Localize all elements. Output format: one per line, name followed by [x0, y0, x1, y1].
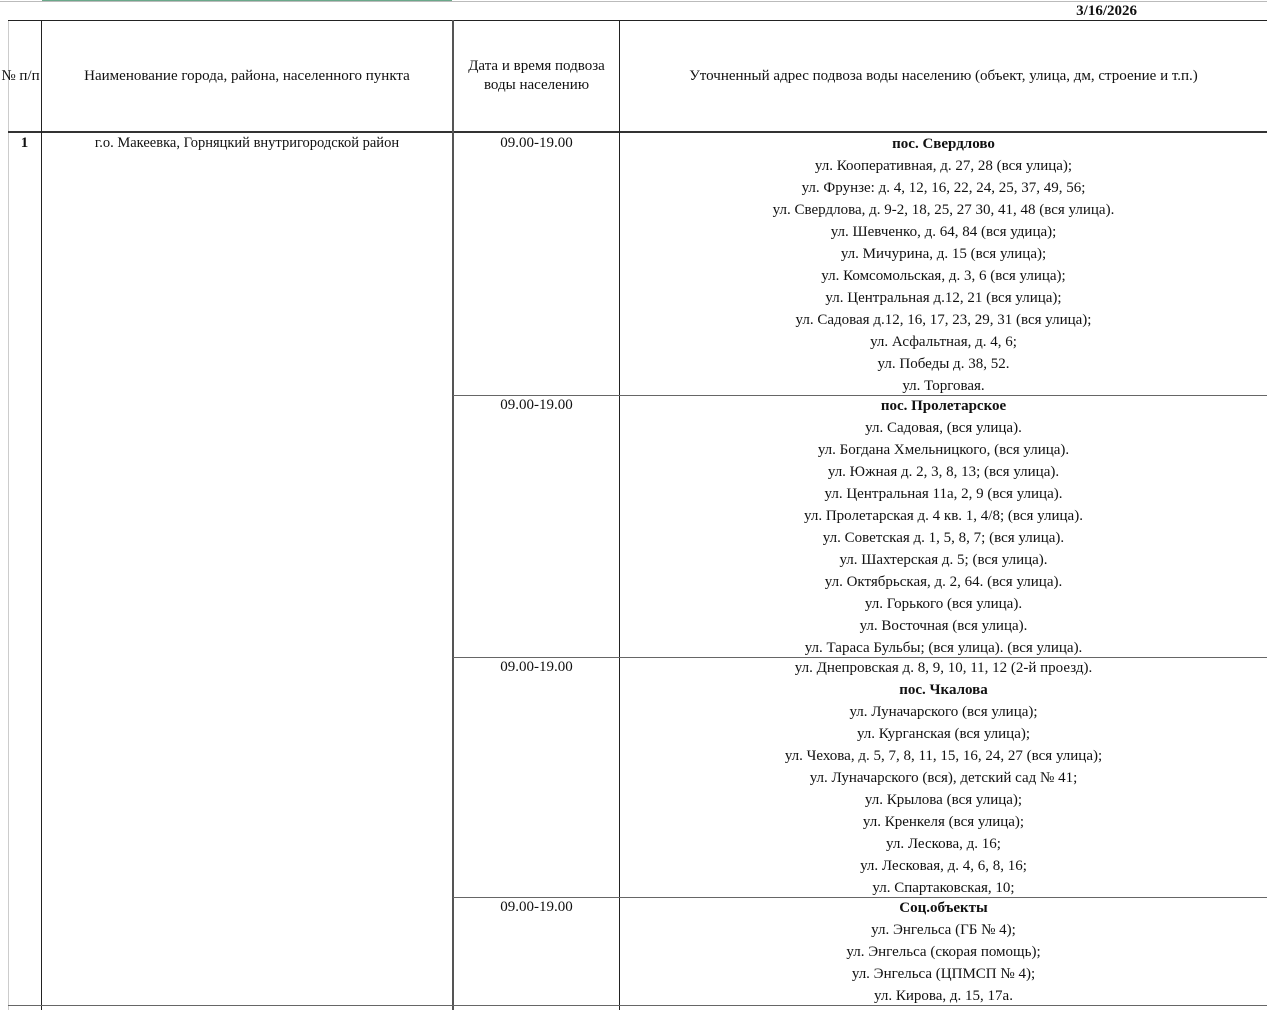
address-line: ул. Курганская (вся улица); [856, 726, 1031, 742]
header-top-border [8, 20, 1267, 21]
address-line: ул. Энгельса (ГБ № 4); [871, 922, 1016, 938]
address-block: пос. Пролетарское ул. Садовая, (вся улица… [620, 395, 1267, 659]
address-line: ул. Садовая, (вся улица). [865, 420, 1022, 436]
row-name: г.о. Макеевка, Горняцкий внутригородской… [94, 135, 400, 151]
block-border [453, 395, 1267, 396]
address-line: ул. Луначарского (вся), детский сад № 41… [809, 770, 1078, 786]
address-line: ул. Фрунзе: д. 4, 12, 16, 22, 24, 25, 37… [801, 180, 1086, 196]
address-line: ул. Асфальтная, д. 4, 6; [870, 334, 1017, 350]
address-line: ул. Октябрьская, д. 2, 64. (вся улица). [824, 574, 1063, 590]
address-line: ул. Луначарского (вся улица); [849, 704, 1038, 720]
header-name: Наименование города, района, населенного… [84, 67, 410, 84]
row-num: 1 [20, 135, 29, 151]
address-line: ул. Шахтерская д. 5; (вся улица). [839, 552, 1048, 568]
settlement-heading: пос. Чкалова [899, 682, 988, 698]
address-line: ул. Богдана Хмельницкого, (вся улица). [817, 442, 1070, 458]
address-line: ул. Торговая. [902, 378, 985, 394]
address-line: ул. Пролетарская д. 4 кв. 1, 4/8; (вся у… [804, 508, 1083, 524]
settlement-heading: Соц.объекты [899, 900, 988, 916]
address-line: ул. Восточная (вся улица). [859, 618, 1028, 634]
header-num: № п/п [1, 67, 40, 84]
sheet-top-line [0, 1, 1267, 2]
settlement-heading: пос. Пролетарское [880, 398, 1007, 414]
address-line: ул. Горького (вся улица). [864, 596, 1023, 612]
col-border-1 [41, 20, 42, 1010]
address-line: ул. Центральная 11а, 2, 9 (вся улица). [824, 486, 1063, 502]
block-border [453, 657, 1267, 658]
block-time: 09.00-19.00 [500, 397, 573, 413]
address-line: ул. Шевченко, д. 64, 84 (вся удица); [830, 224, 1057, 240]
address-line: ул. Спартаковская, 10; [872, 880, 1015, 896]
address-block: ул. Днепровская д. 8, 9, 10, 11, 12 (2-й… [620, 657, 1267, 899]
header-datetime: Дата и время подвоза воды населению [468, 58, 605, 93]
gutter-line [8, 20, 9, 1010]
address-line: ул. Мичурина, д. 15 (вся улица); [840, 246, 1047, 262]
block-time: 09.00-19.00 [500, 659, 573, 675]
address-line: ул. Чехова, д. 5, 7, 8, 11, 15, 16, 24, … [784, 748, 1103, 764]
col-border-3 [619, 20, 620, 1010]
address-line: ул. Лесковая, д. 4, 6, 8, 16; [860, 858, 1027, 874]
col-border-2 [452, 20, 454, 1010]
address-line: ул. Свердлова, д. 9-2, 18, 25, 27 30, 41… [772, 202, 1115, 218]
block-time: 09.00-19.00 [500, 135, 573, 151]
address-line: ул. Лескова, д. 16; [886, 836, 1001, 852]
block-time: 09.00-19.00 [500, 899, 573, 915]
address-line: ул. Садовая д.12, 16, 17, 23, 29, 31 (вс… [795, 312, 1092, 328]
header-bottom-border [8, 131, 1267, 133]
header-address: Уточненный адрес подвоза воды населению … [689, 67, 1198, 84]
address-line: ул. Энгельса (ЦПМСП № 4); [851, 966, 1036, 982]
address-line: ул. Комсомольская, д. 3, 6 (вся улица); [821, 268, 1066, 284]
address-line: ул. Энгельса (скорая помощь); [846, 944, 1041, 960]
address-line: ул. Южная д. 2, 3, 8, 13; (вся улица). [827, 464, 1060, 480]
address-line: ул. Кооперативная, д. 27, 28 (вся улица)… [814, 158, 1073, 174]
address-line: ул. Победы д. 38, 52. [877, 356, 1010, 372]
block-border [453, 897, 1267, 898]
address-line: ул. Крылова (вся улица); [864, 792, 1023, 808]
date-label: 3/16/2026 [1076, 3, 1137, 19]
address-line: ул. Центральная д.12, 21 (вся улица); [825, 290, 1062, 306]
address-line: ул. Тараса Бульбы; (вся улица). (вся ули… [804, 640, 1083, 656]
address-line: ул. Кренкеля (вся улица); [862, 814, 1025, 830]
address-block: Соц.объекты ул. Энгельса (ГБ № 4); ул. Энг… [620, 897, 1267, 1007]
address-line: ул. Кирова, д. 15, 17а. [874, 988, 1013, 1004]
settlement-heading: пос. Свердлово [892, 136, 995, 152]
address-block: пос. Свердлово ул. Кооперативная, д. 27, … [620, 133, 1267, 397]
table-bottom-border [8, 1005, 1267, 1006]
address-line: ул. Днепровская д. 8, 9, 10, 11, 12 (2-й… [794, 660, 1093, 676]
address-line: ул. Советская д. 1, 5, 8, 7; (вся улица)… [822, 530, 1065, 546]
